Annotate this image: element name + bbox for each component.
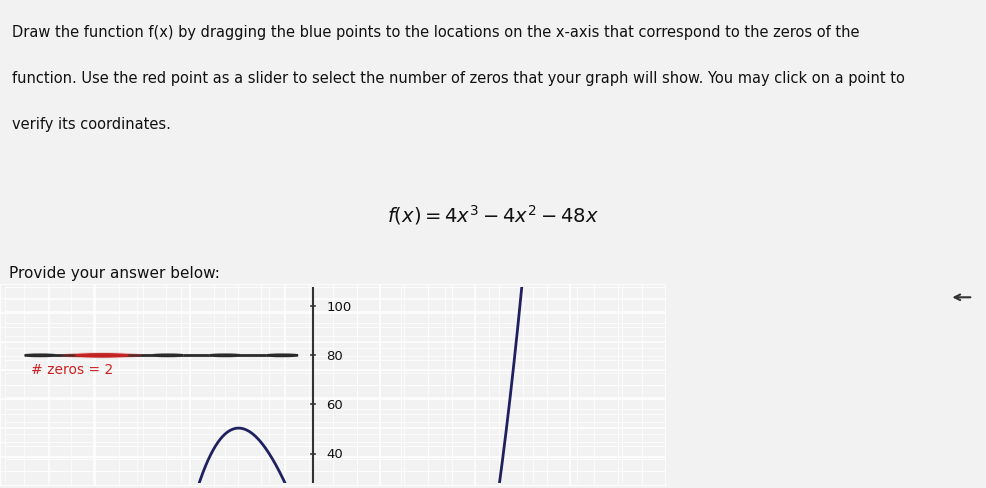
Text: 40: 40 [326,447,343,460]
Text: # zeros = 2: # zeros = 2 [32,362,113,376]
Text: Draw the function f(x) by dragging the blue points to the locations on the x-axi: Draw the function f(x) by dragging the b… [12,25,860,41]
Text: function. Use the red point as a slider to select the number of zeros that your : function. Use the red point as a slider … [12,71,905,86]
Text: 60: 60 [326,398,343,411]
Text: Provide your answer below:: Provide your answer below: [9,265,220,280]
Text: $f(x) = 4x^3 - 4x^2 - 48x$: $f(x) = 4x^3 - 4x^2 - 48x$ [387,203,599,227]
Circle shape [267,355,298,356]
Text: 100: 100 [326,300,352,313]
Circle shape [75,354,128,357]
Circle shape [87,355,117,356]
Text: 80: 80 [326,349,343,362]
Circle shape [153,355,183,356]
Circle shape [62,353,141,358]
Text: verify its coordinates.: verify its coordinates. [12,117,171,132]
Circle shape [25,355,55,356]
Circle shape [210,355,241,356]
